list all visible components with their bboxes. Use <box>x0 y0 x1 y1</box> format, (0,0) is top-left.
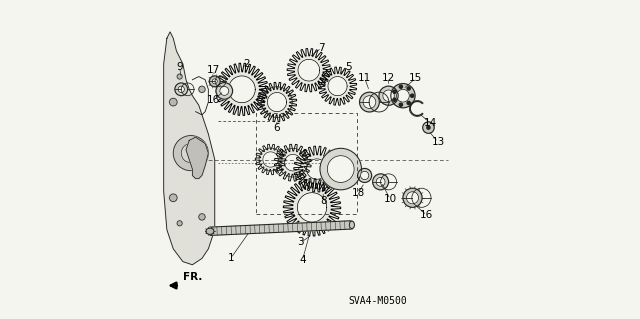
Circle shape <box>325 73 350 99</box>
Text: 13: 13 <box>431 137 445 147</box>
Circle shape <box>298 59 320 81</box>
Circle shape <box>173 136 209 171</box>
Ellipse shape <box>363 96 376 108</box>
Circle shape <box>224 72 259 107</box>
Ellipse shape <box>403 188 422 207</box>
Circle shape <box>268 93 287 112</box>
Ellipse shape <box>206 228 214 234</box>
Circle shape <box>358 168 372 182</box>
Text: 7: 7 <box>318 43 325 53</box>
Circle shape <box>399 103 403 106</box>
Ellipse shape <box>209 76 220 87</box>
Text: 18: 18 <box>351 188 365 198</box>
Circle shape <box>327 156 354 182</box>
Ellipse shape <box>212 79 218 84</box>
Polygon shape <box>186 137 209 179</box>
Circle shape <box>427 126 430 129</box>
Circle shape <box>393 90 396 93</box>
Circle shape <box>391 84 415 108</box>
Circle shape <box>260 149 281 170</box>
Text: 11: 11 <box>358 73 371 83</box>
Circle shape <box>292 188 332 226</box>
Circle shape <box>360 171 369 180</box>
Circle shape <box>328 77 347 96</box>
Text: FR.: FR. <box>183 272 202 282</box>
Text: 3: 3 <box>298 237 304 248</box>
Circle shape <box>393 98 396 101</box>
Circle shape <box>281 151 305 174</box>
Ellipse shape <box>349 221 355 229</box>
Text: SVA4-M0500: SVA4-M0500 <box>348 296 407 307</box>
Circle shape <box>397 89 410 102</box>
Circle shape <box>199 86 205 93</box>
Circle shape <box>199 214 205 220</box>
Circle shape <box>379 86 398 105</box>
Ellipse shape <box>178 86 184 93</box>
Circle shape <box>383 90 394 101</box>
Ellipse shape <box>360 92 380 112</box>
Circle shape <box>307 159 327 179</box>
Circle shape <box>177 74 182 79</box>
Circle shape <box>170 98 177 106</box>
Circle shape <box>263 152 278 167</box>
Circle shape <box>407 101 410 105</box>
Text: 9: 9 <box>177 62 183 72</box>
Circle shape <box>177 221 182 226</box>
Circle shape <box>303 155 331 183</box>
Text: 12: 12 <box>382 73 396 83</box>
Text: 16: 16 <box>207 95 220 106</box>
Circle shape <box>422 122 434 133</box>
Ellipse shape <box>376 177 385 186</box>
Circle shape <box>411 94 414 97</box>
Text: 15: 15 <box>409 73 422 83</box>
Text: 17: 17 <box>207 65 220 75</box>
Text: 10: 10 <box>383 194 397 204</box>
Text: 8: 8 <box>320 196 326 206</box>
Circle shape <box>285 154 301 171</box>
Ellipse shape <box>175 83 188 96</box>
Circle shape <box>220 86 228 95</box>
Circle shape <box>228 76 255 103</box>
Text: 4: 4 <box>299 255 306 265</box>
Text: 1: 1 <box>227 253 234 263</box>
Text: 5: 5 <box>346 62 352 72</box>
Text: 6: 6 <box>274 122 280 133</box>
Circle shape <box>264 89 290 115</box>
Circle shape <box>298 193 326 222</box>
Circle shape <box>170 194 177 202</box>
Polygon shape <box>210 221 352 235</box>
Circle shape <box>181 144 200 163</box>
Circle shape <box>216 83 232 99</box>
Ellipse shape <box>406 192 419 204</box>
Circle shape <box>294 56 323 85</box>
Polygon shape <box>164 32 215 265</box>
Circle shape <box>407 87 410 90</box>
Text: 2: 2 <box>243 59 250 69</box>
Circle shape <box>399 85 403 88</box>
Circle shape <box>320 148 362 190</box>
Text: 14: 14 <box>424 118 436 128</box>
Ellipse shape <box>372 174 388 190</box>
Text: 16: 16 <box>420 210 433 220</box>
